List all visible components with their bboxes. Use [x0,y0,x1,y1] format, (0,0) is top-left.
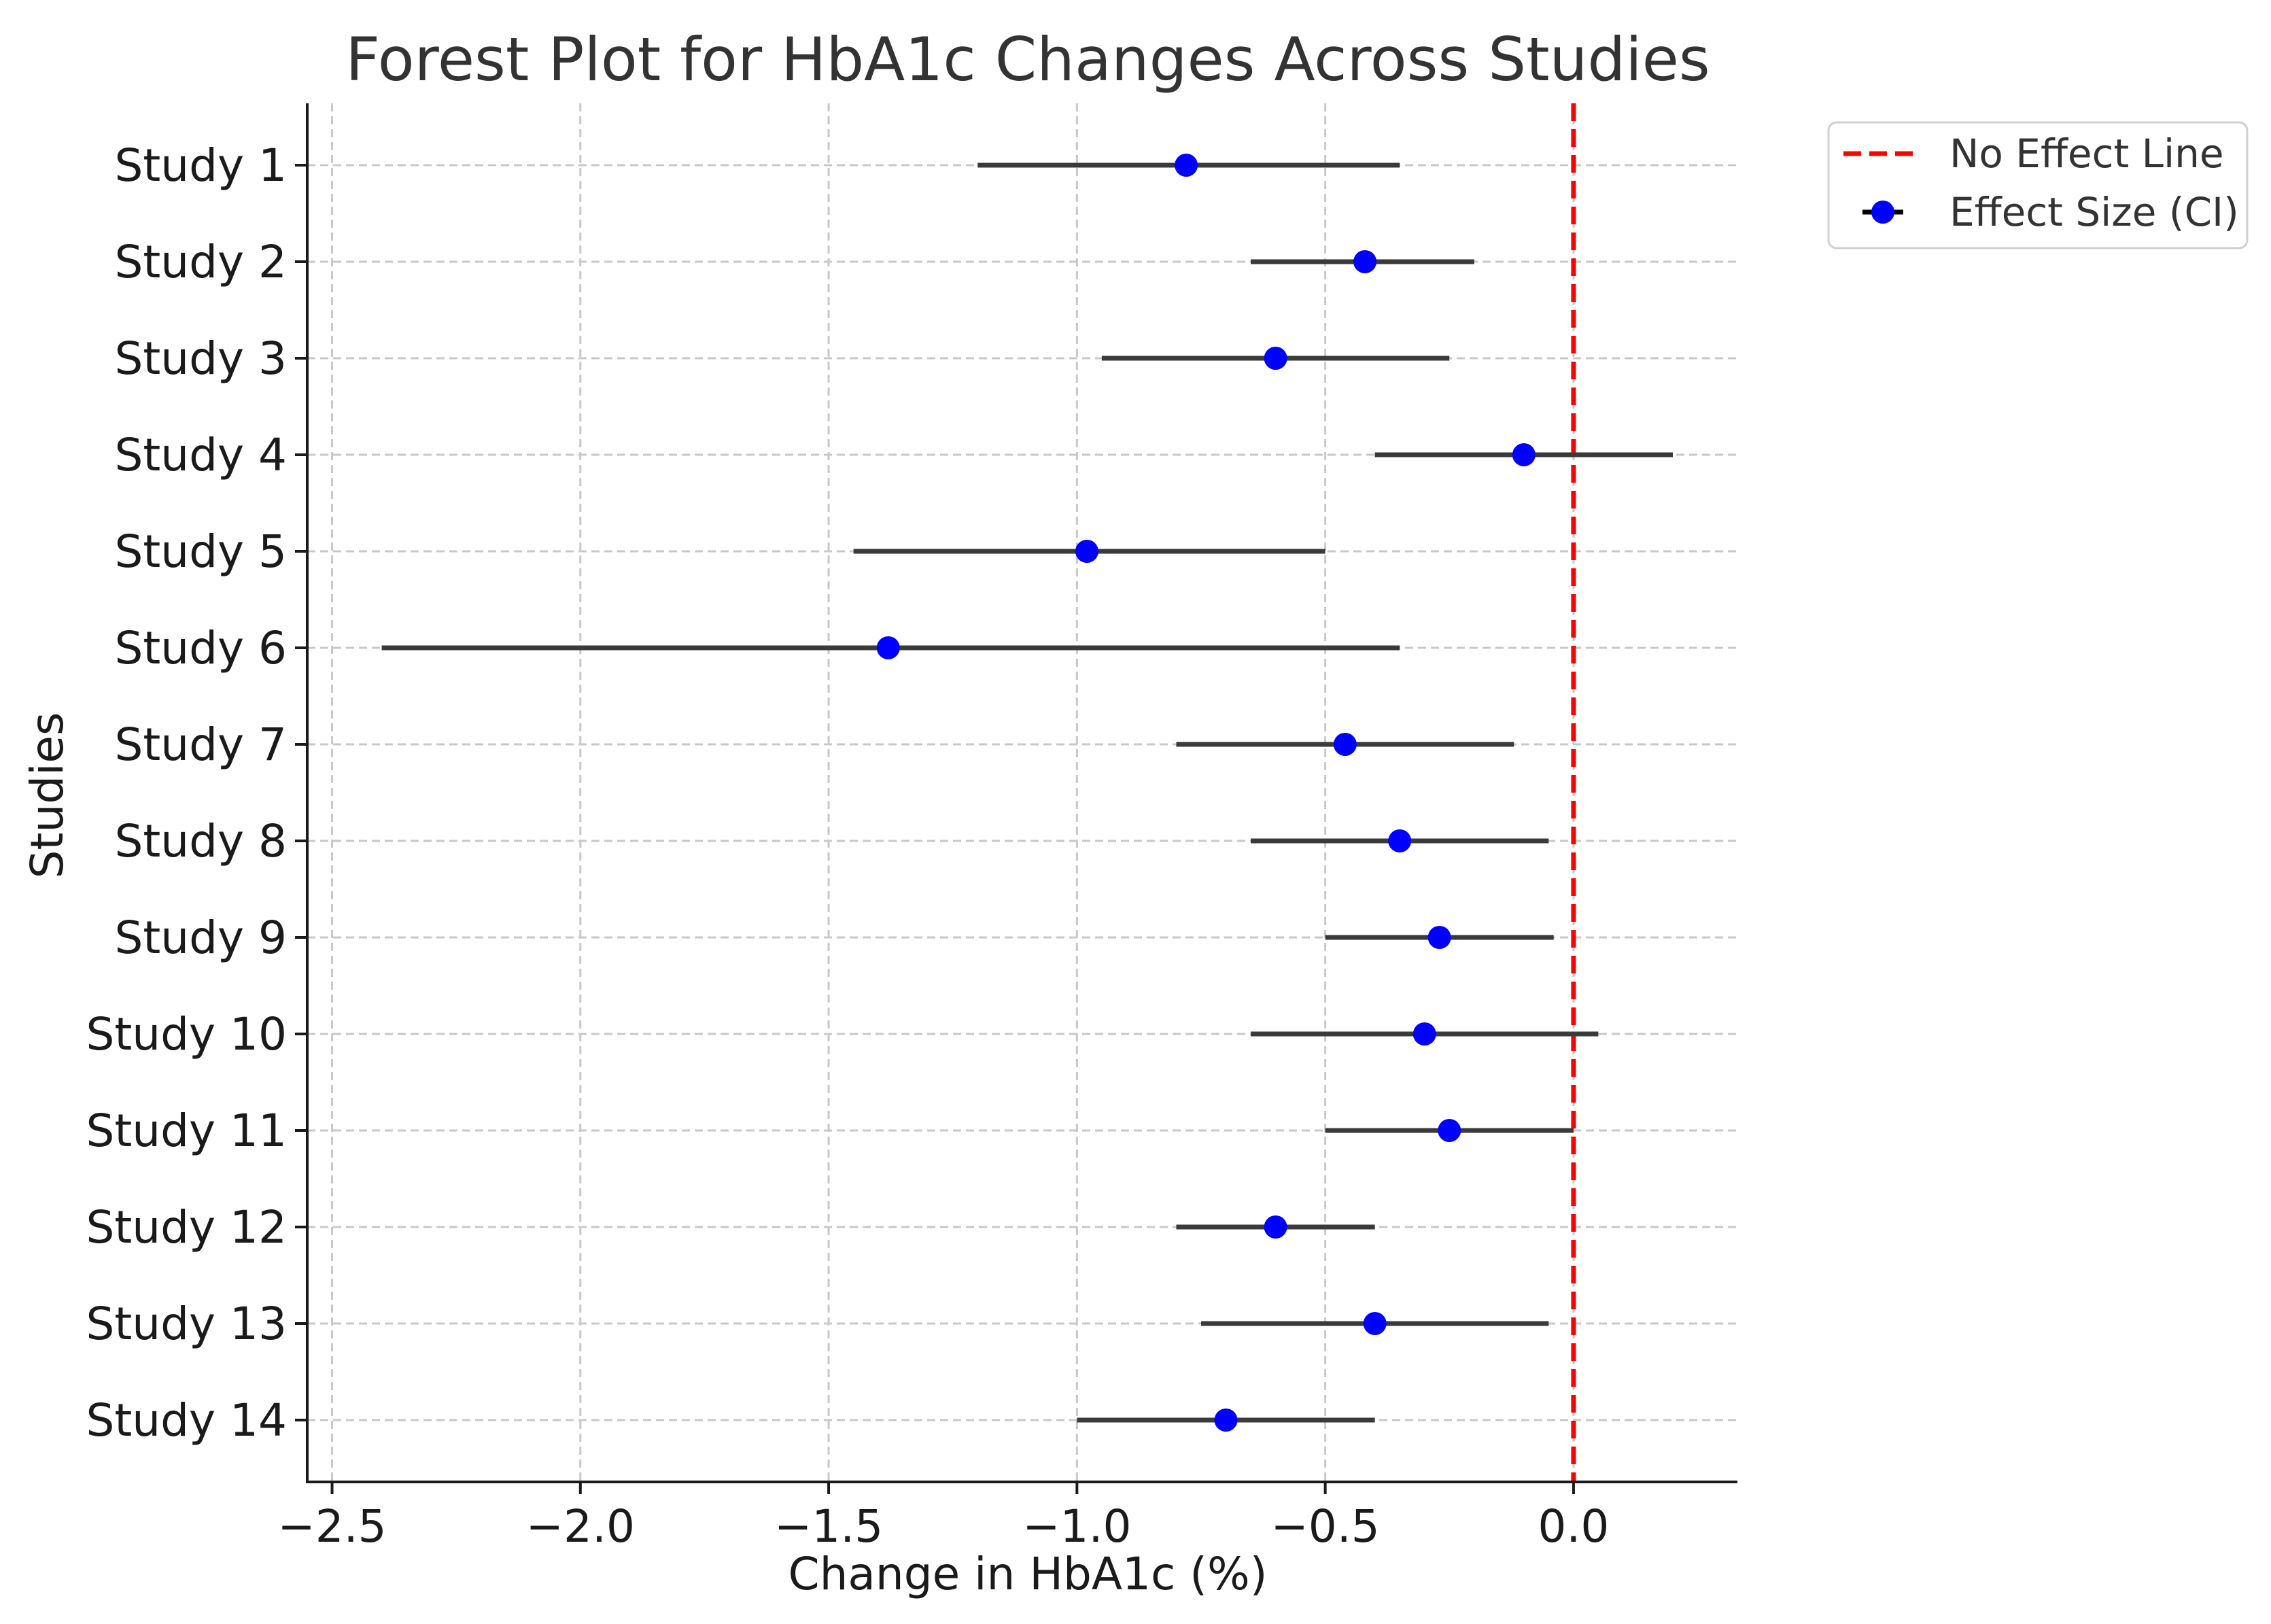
effect-point [1264,347,1287,370]
legend-effect-marker-swatch [1871,201,1894,224]
y-tick-label: Study 3 [114,332,287,385]
effect-point [1333,733,1357,756]
grid-layer [307,103,1737,1482]
y-tick-label: Study 11 [86,1105,287,1157]
x-tick-label: 0.0 [1538,1500,1609,1553]
x-tick-label: −1.0 [1022,1500,1131,1553]
legend-no-effect-label: No Effect Line [1949,131,2224,177]
y-tick-label: Study 14 [86,1394,287,1447]
y-tick-label: Study 7 [114,719,287,771]
effect-point [1075,540,1098,563]
effect-point [1427,926,1451,949]
x-tick-label: −2.0 [526,1500,635,1553]
effect-point [1388,829,1412,852]
chart-title: Forest Plot for HbA1c Changes Across Stu… [345,24,1710,94]
y-tick-label: Study 10 [86,1008,287,1060]
y-tick-label: Study 8 [114,815,287,867]
ci-layer [381,162,1674,1423]
x-tick-label: −1.5 [774,1500,883,1553]
legend-effect-label: Effect Size (CI) [1949,189,2239,235]
y-tick-label: Study 4 [114,429,287,481]
effect-point [1438,1119,1461,1142]
y-tick-label: Study 6 [114,622,287,674]
effect-point [1363,1312,1387,1335]
y-tick-label: Study 13 [86,1298,287,1350]
effect-point [1353,250,1377,273]
x-tick-label: −0.5 [1271,1500,1380,1553]
effect-point [1412,1022,1436,1046]
effect-point [1512,443,1536,466]
legend: No Effect Line Effect Size (CI) [1827,121,2249,249]
effect-point [1175,154,1198,177]
x-axis-label: Change in HbA1c (%) [788,1548,1268,1600]
effect-point [1264,1215,1287,1239]
y-tick-label: Study 9 [114,912,287,964]
y-tick-label: Study 12 [86,1201,287,1254]
y-tick-label: Study 5 [114,525,287,578]
effect-point [1214,1409,1238,1432]
y-axis-label: Studies [21,712,73,879]
axis-layer: −2.5 −2.0 −1.5 −1.0 −0.5 0.0 Study 1 Study 2 Stu… [86,103,1737,1553]
point-layer [876,154,1536,1432]
y-tick-label: Study 1 [114,139,287,192]
x-tick-label: −2.5 [277,1500,386,1553]
legend-box [1827,121,2249,249]
y-tick-label: Study 2 [114,236,287,288]
effect-point [876,636,900,659]
